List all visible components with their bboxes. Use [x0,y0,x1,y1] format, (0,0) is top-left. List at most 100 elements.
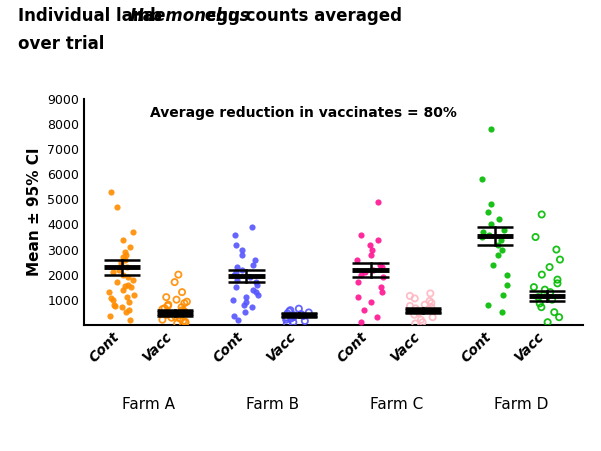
Point [356,271,365,278]
Point [483,301,492,308]
Point [170,279,180,286]
Point [410,320,420,327]
Text: Haemonchus: Haemonchus [130,7,250,25]
Point [121,251,131,258]
Point [110,302,120,309]
Point [405,292,415,299]
Point [529,284,538,291]
Point [365,241,375,248]
Point [239,301,249,308]
Point [123,273,133,281]
Point [552,246,561,253]
Point [233,276,242,283]
Point [105,313,114,320]
Point [106,189,116,196]
Point [179,308,189,315]
Point [180,299,189,307]
Point [416,316,426,323]
Point [117,304,127,311]
Point [428,313,438,321]
Text: Individual lamb: Individual lamb [18,7,168,25]
Point [486,221,496,228]
Point [118,271,128,278]
Point [113,203,123,211]
Point [427,299,436,307]
Point [286,315,296,322]
Point [426,290,435,297]
Point [167,314,177,321]
Point [233,263,242,271]
Point [130,291,139,298]
Point [502,281,512,288]
Point [300,318,310,325]
Point [109,301,119,308]
Point [359,306,369,313]
Point [282,310,292,317]
Point [288,318,298,326]
Point [172,320,182,327]
Point [177,304,186,311]
Point [121,282,130,290]
Point [478,228,487,235]
Point [157,306,167,313]
Point [118,236,128,243]
Point [231,241,241,248]
Point [294,305,304,312]
Point [285,307,295,314]
Point [540,286,550,293]
Point [231,268,241,276]
Point [252,281,262,288]
Point [537,271,547,278]
Point [177,289,187,296]
Point [540,291,549,298]
Point [405,302,415,309]
Point [499,226,509,233]
Point [157,316,167,323]
Point [412,307,422,314]
Point [281,316,291,323]
Point [124,299,134,306]
Point [182,298,192,305]
Point [249,261,258,268]
Point [112,279,121,286]
Point [250,256,260,263]
Point [164,310,174,318]
Point [248,304,257,311]
Point [114,266,124,273]
Point [367,299,376,306]
Point [356,318,366,326]
Point [160,304,169,312]
Point [493,241,503,248]
Point [372,313,382,321]
Point [378,273,388,281]
Point [251,289,261,296]
Point [118,286,127,293]
Point [555,256,565,263]
Point [535,300,545,307]
Point [181,319,191,327]
Point [548,296,557,303]
Point [237,246,246,253]
Point [410,295,419,302]
Point [282,320,291,327]
Point [420,301,430,308]
Point [534,294,543,301]
Point [373,198,382,206]
Point [497,308,507,316]
Point [116,258,126,266]
Point [477,234,487,241]
Point [124,306,134,313]
Point [553,280,563,287]
Point [180,318,190,325]
Point [241,294,251,301]
Point [176,309,186,317]
Point [486,126,496,133]
Point [229,271,239,278]
Point [129,228,138,235]
Point [368,266,378,273]
Point [109,296,118,303]
Point [493,251,502,258]
Point [353,294,362,301]
Point [231,284,241,291]
Text: egg counts averaged: egg counts averaged [199,7,402,25]
